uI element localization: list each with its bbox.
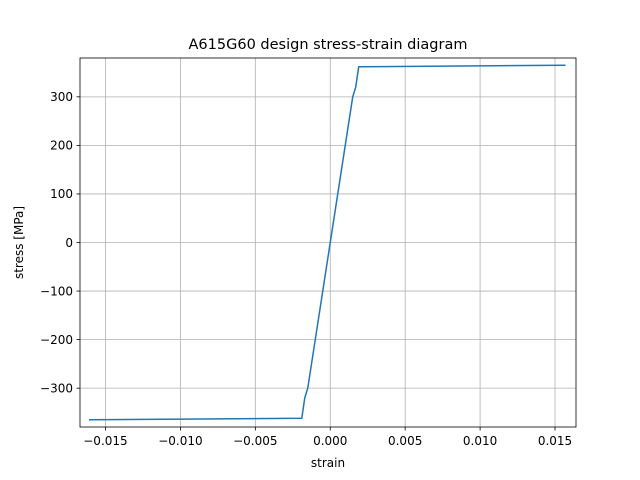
- series-line-0: [88, 64, 566, 421]
- y-tick-label: 100: [50, 187, 73, 201]
- y-tick-label: −300: [40, 381, 73, 395]
- x-tick-label: 0.015: [538, 434, 572, 448]
- x-tick-label: −0.015: [83, 434, 127, 448]
- y-tick-label: 0: [65, 236, 73, 250]
- y-tick-label: −200: [40, 333, 73, 347]
- x-ticks: −0.015 −0.010 −0.005 0.000 0.005 0.010 0.015: [83, 427, 572, 448]
- plot-lines: [88, 64, 566, 421]
- x-tick-label: −0.005: [233, 434, 277, 448]
- x-tick-label: 0.000: [313, 434, 347, 448]
- x-tick-label: −0.010: [158, 434, 202, 448]
- y-tick-label: −100: [40, 284, 73, 298]
- y-ticks: −300 −200 −100 0 100 200 300: [40, 90, 80, 395]
- y-axis-label: stress [MPa]: [12, 206, 26, 279]
- y-tick-label: 300: [50, 90, 73, 104]
- x-axis-label: strain: [311, 456, 345, 470]
- x-tick-label: 0.005: [388, 434, 422, 448]
- chart-title: A615G60 design stress-strain diagram: [189, 37, 468, 53]
- x-tick-label: 0.010: [463, 434, 497, 448]
- grid: [80, 58, 576, 427]
- y-tick-label: 200: [50, 139, 73, 153]
